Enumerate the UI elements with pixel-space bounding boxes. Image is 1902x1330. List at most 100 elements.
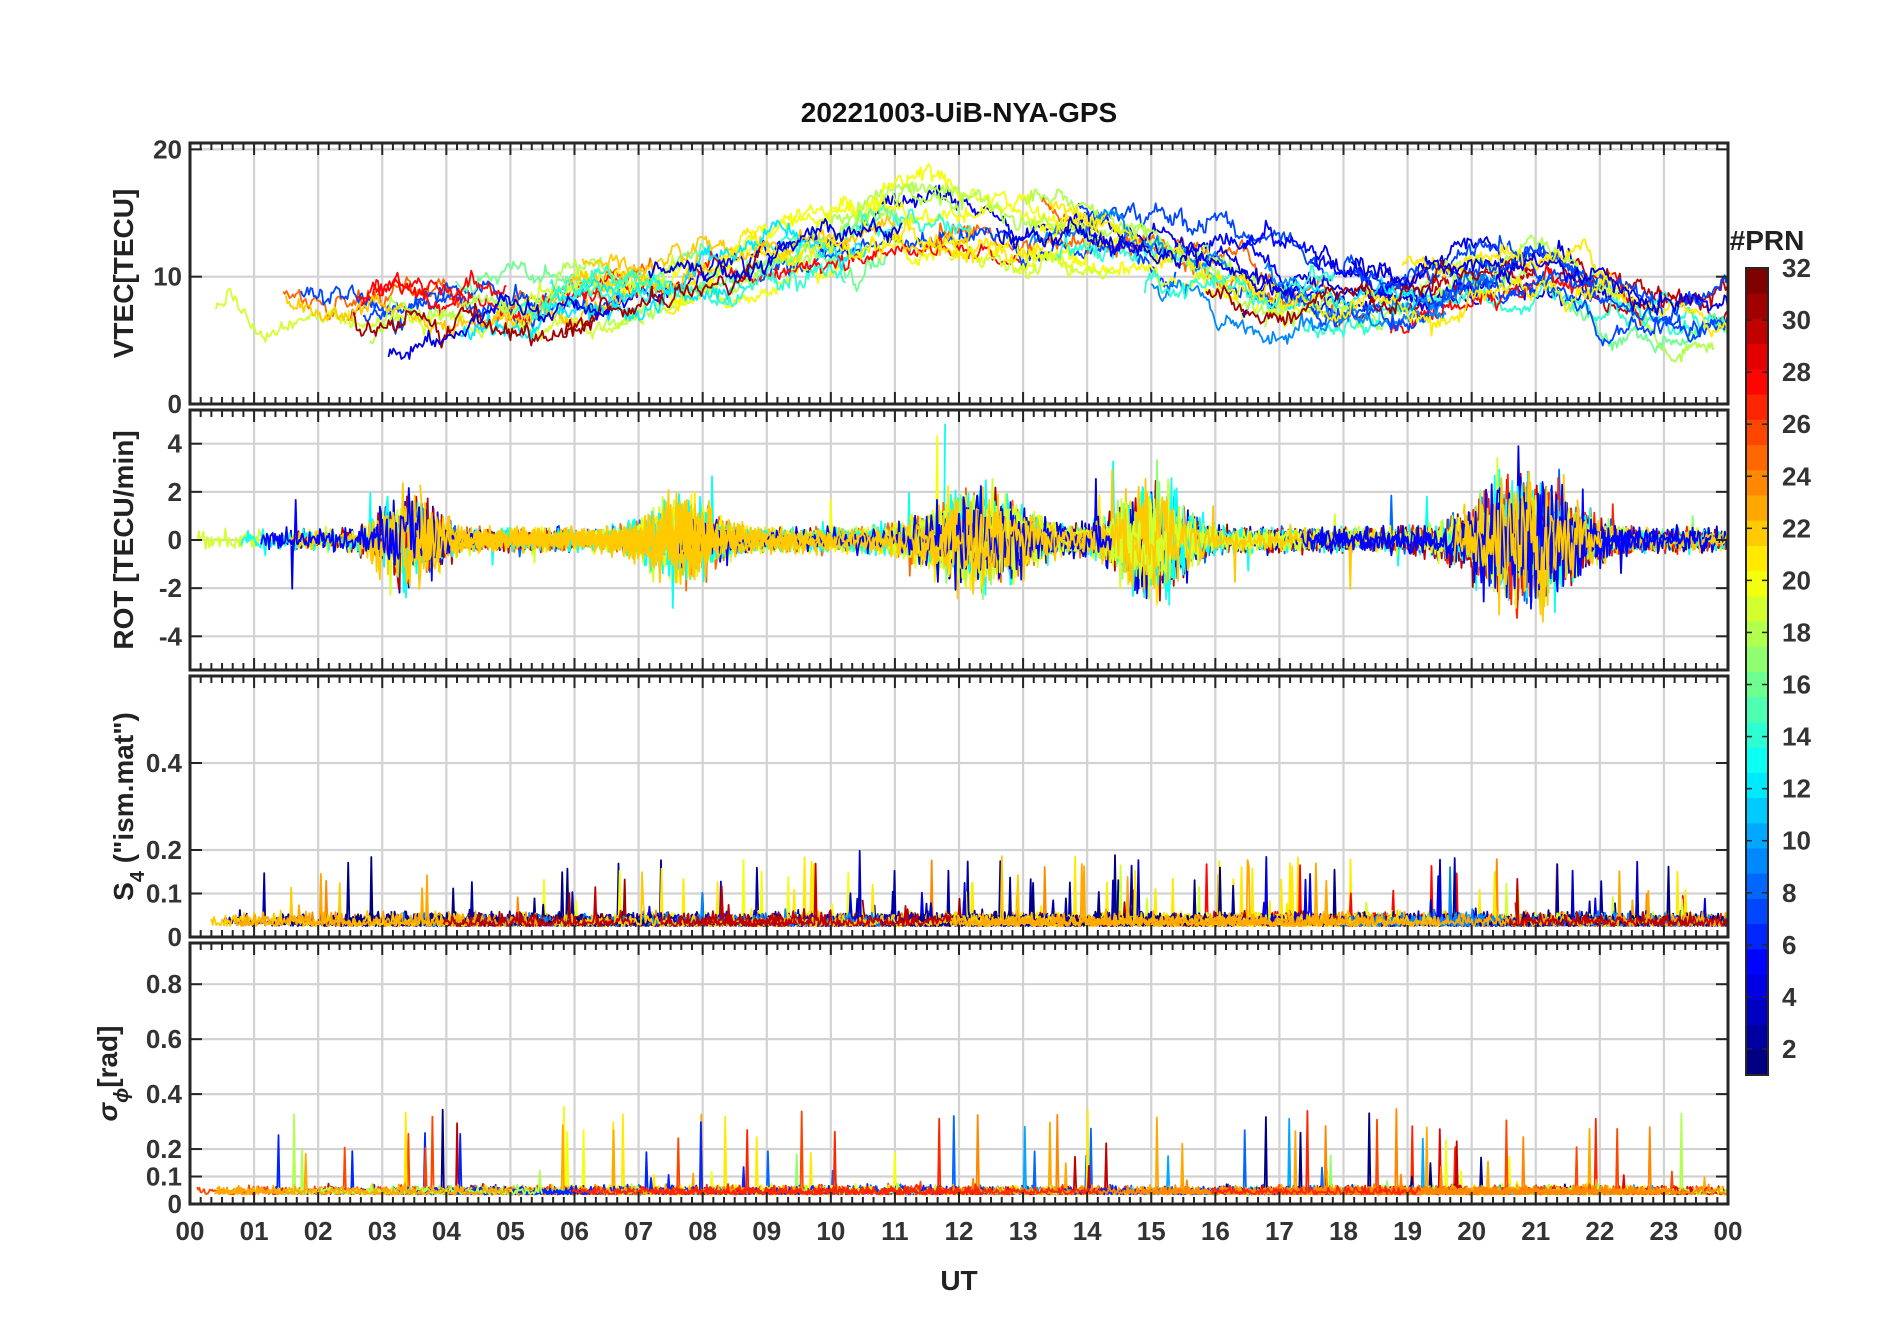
series-trace	[593, 499, 1097, 582]
y-tick-label: 0	[168, 922, 182, 952]
x-tick-label: 01	[240, 1216, 269, 1246]
series-trace	[1210, 1110, 1422, 1196]
colorbar-tick-label: 22	[1782, 513, 1811, 543]
x-tick-label: 22	[1585, 1216, 1614, 1246]
y-tick-label: 0.1	[146, 1162, 182, 1192]
x-tick-label: 16	[1201, 1216, 1230, 1246]
x-tick-label: 00	[176, 1216, 205, 1246]
series-trace	[260, 487, 477, 582]
colorbar-tick-label: 10	[1782, 826, 1811, 856]
y-tick-label: 0.4	[146, 748, 183, 778]
y-tick-label: 10	[153, 262, 182, 292]
colorbar-tick-label: 28	[1782, 357, 1811, 387]
colorbar-segment	[1746, 520, 1768, 546]
x-tick-label: 00	[1714, 1216, 1743, 1246]
x-tick-label: 10	[816, 1216, 845, 1246]
y-axis-label: ROT [TECU/min]	[108, 430, 139, 649]
y-tick-label: 0	[168, 389, 182, 419]
series-trace	[1350, 252, 1728, 316]
colorbar-segment	[1746, 898, 1768, 925]
y-axis-label: VTEC[TECU]	[108, 189, 139, 359]
traces-s4	[209, 850, 1728, 927]
series-trace	[1143, 264, 1335, 310]
colorbar-segment	[1746, 318, 1768, 345]
y-tick-label: 2	[168, 477, 182, 507]
y-tick-label: 0.8	[146, 969, 182, 999]
series-trace	[988, 862, 1350, 927]
colorbar-segment	[1746, 974, 1768, 1000]
traces-vtec	[214, 163, 1728, 363]
series-trace	[912, 491, 1385, 595]
x-tick-label: 18	[1329, 1216, 1358, 1246]
series-trace	[1453, 470, 1603, 623]
y-tick-label: 0.4	[146, 1079, 183, 1109]
y-tick-label: 0.6	[146, 1024, 182, 1054]
colorbar-segment	[1746, 621, 1768, 647]
x-tick-label: 17	[1265, 1216, 1294, 1246]
colorbar-segment	[1746, 671, 1768, 698]
y-tick-label: 20	[153, 134, 182, 164]
colorbar-segment	[1746, 848, 1768, 874]
colorbar-segment	[1746, 1049, 1768, 1076]
x-tick-label: 20	[1457, 1216, 1486, 1246]
x-tick-label: 04	[432, 1216, 461, 1246]
colorbar-segment	[1746, 595, 1768, 622]
colorbar-segment	[1746, 797, 1768, 824]
colorbar-tick-label: 2	[1782, 1034, 1796, 1064]
colorbar-segment	[1746, 444, 1768, 471]
colorbar-tick-label: 16	[1782, 670, 1811, 700]
series-trace	[949, 245, 1114, 280]
colorbar-tick-label: 6	[1782, 930, 1796, 960]
colorbar-tick-label: 32	[1782, 253, 1811, 283]
x-tick-label: 19	[1393, 1216, 1422, 1246]
colorbar-tick-label: 30	[1782, 305, 1811, 335]
x-tick-label: 11	[881, 1216, 909, 1246]
panel-vtec: 0 10 20 VTEC[TECU]	[108, 134, 1730, 419]
colorbar-tick-label: 18	[1782, 617, 1811, 647]
x-tick-label: 07	[624, 1216, 653, 1246]
series-trace	[571, 1129, 986, 1196]
x-tick-label: 12	[945, 1216, 974, 1246]
colorbar-segment	[1746, 545, 1768, 572]
colorbar-segment	[1746, 772, 1768, 799]
x-tick-label: 13	[1009, 1216, 1038, 1246]
colorbar-segment	[1746, 696, 1768, 723]
y-axis-label: σϕ[rad]	[92, 1026, 133, 1122]
series-trace	[658, 885, 798, 927]
series-trace	[550, 219, 870, 304]
series-trace	[1205, 259, 1484, 326]
series-trace	[1284, 277, 1416, 310]
colorbar-segment	[1746, 469, 1768, 496]
x-tick-label: 09	[752, 1216, 781, 1246]
colorbar-segment	[1746, 494, 1768, 521]
colorbar-segment	[1746, 873, 1768, 899]
series-trace	[500, 308, 645, 341]
colorbar-tick-label: 4	[1782, 982, 1797, 1012]
colorbar-segment	[1746, 419, 1768, 446]
series-trace	[387, 292, 611, 360]
series-trace	[442, 886, 635, 927]
colorbar-segment	[1746, 368, 1768, 395]
series-trace	[1422, 246, 1728, 347]
x-tick-label: 15	[1137, 1216, 1166, 1246]
series-trace	[754, 208, 973, 258]
y-tick-label: -4	[159, 621, 183, 651]
colorbar-segment	[1746, 999, 1768, 1026]
series-trace	[347, 269, 507, 322]
series-trace	[549, 263, 846, 309]
colorbar-segment	[1746, 646, 1768, 672]
series-trace	[1209, 273, 1638, 337]
series-trace	[1300, 483, 1630, 599]
series-trace	[416, 489, 791, 578]
panel-sigphi: 00.10.2 0.4 0.6 0.8 σϕ[rad]	[92, 941, 1730, 1219]
x-tick-label: 06	[560, 1216, 589, 1246]
colorbar-segment	[1746, 1024, 1768, 1051]
colorbar-tick-label: 8	[1782, 878, 1796, 908]
colorbar-segment	[1746, 394, 1768, 420]
series-trace	[1353, 234, 1728, 338]
series-trace	[666, 163, 1127, 314]
colorbar-tick-label: 26	[1782, 409, 1811, 439]
series-trace	[648, 217, 903, 283]
